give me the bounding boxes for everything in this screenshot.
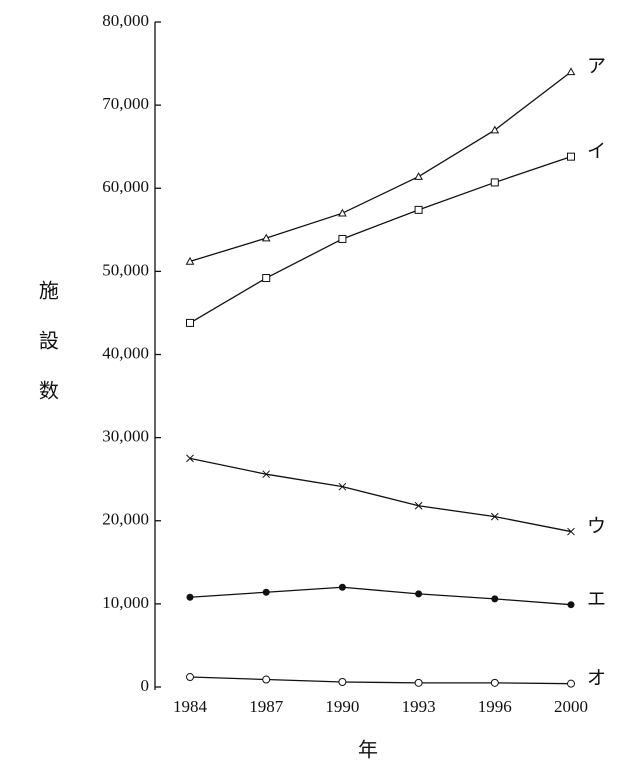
marker: [414, 205, 423, 214]
marker: [185, 256, 195, 265]
series-line: [189, 586, 572, 606]
series-label: ウ: [587, 516, 606, 537]
x-tick-label: 2000: [554, 697, 588, 716]
series-label: イ: [587, 141, 606, 162]
y-tick-label: 40,000: [102, 343, 149, 362]
y-tick-label: 60,000: [102, 177, 149, 196]
marker: [186, 318, 194, 327]
marker: [338, 482, 347, 491]
series-label: オ: [587, 668, 606, 689]
marker: [338, 208, 347, 217]
marker: [338, 583, 346, 591]
x-tick-label: 1996: [478, 697, 512, 716]
marker: [262, 675, 271, 684]
marker: [338, 234, 347, 243]
series-line: [189, 71, 572, 263]
marker: [490, 178, 499, 187]
x-tick-label: 1987: [249, 697, 284, 716]
marker: [490, 512, 499, 521]
y-tick-label: 20,000: [102, 510, 149, 529]
marker: [186, 673, 194, 682]
marker: [414, 172, 423, 180]
marker: [490, 678, 499, 687]
marker: [261, 233, 271, 242]
series-label: エ: [587, 589, 606, 610]
marker: [338, 678, 347, 687]
y-tick-label: 50,000: [102, 260, 149, 279]
marker: [262, 588, 270, 596]
marker: [414, 501, 423, 510]
y-tick-label: 80,000: [102, 11, 149, 30]
x-tick-label: 1984: [173, 697, 208, 716]
y-axis-label: 施設数: [35, 280, 58, 430]
marker: [262, 274, 271, 283]
marker: [262, 470, 271, 479]
series-line: [189, 676, 572, 685]
marker: [567, 152, 575, 161]
marker: [566, 67, 576, 76]
y-tick-label: 10,000: [102, 593, 149, 612]
x-tick-label: 1990: [325, 697, 359, 716]
series-line: [189, 156, 572, 324]
marker: [415, 590, 423, 598]
marker: [567, 527, 575, 536]
x-tick-label: 1993: [402, 697, 436, 716]
x-axis-label: 年: [358, 739, 378, 762]
series-line: [189, 457, 572, 533]
y-tick-label: 0: [141, 676, 150, 695]
marker: [567, 601, 575, 609]
marker: [567, 679, 575, 688]
marker: [186, 454, 194, 463]
series-label: ア: [587, 56, 606, 77]
y-tick-label: 30,000: [102, 427, 149, 446]
marker: [414, 678, 423, 687]
marker: [186, 593, 194, 601]
marker: [490, 125, 500, 134]
y-tick-label: 70,000: [102, 94, 149, 113]
marker: [491, 595, 499, 603]
